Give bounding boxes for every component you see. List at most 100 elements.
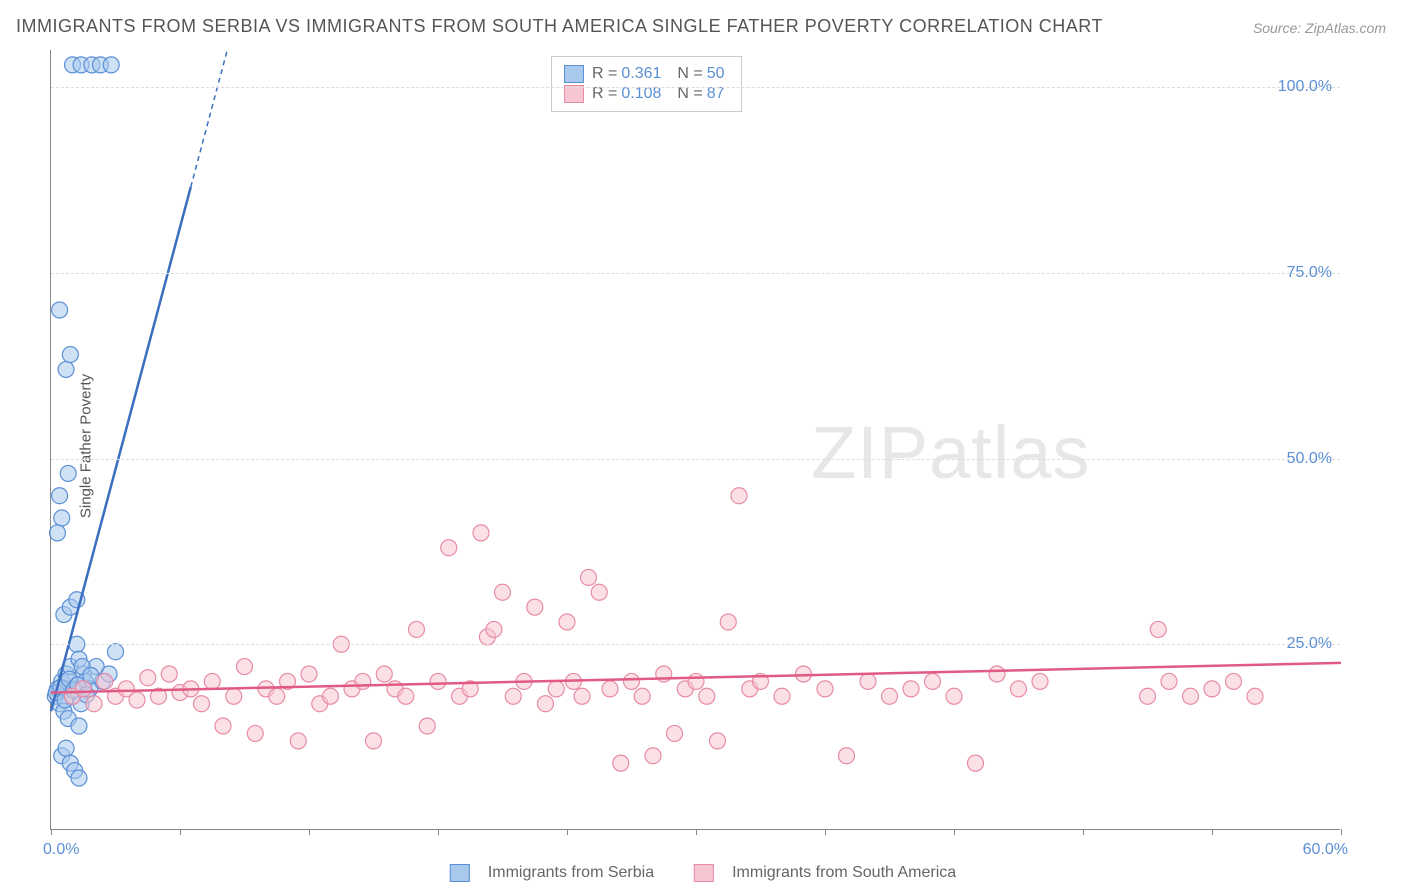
- r-value: 0.361: [621, 65, 661, 83]
- data-point: [58, 361, 74, 377]
- data-point: [430, 673, 446, 689]
- data-point: [667, 725, 683, 741]
- x-tick: [567, 829, 568, 835]
- x-tick: [1083, 829, 1084, 835]
- data-point: [204, 673, 220, 689]
- x-tick-label: 0.0%: [43, 841, 79, 859]
- data-point: [1011, 681, 1027, 697]
- data-point: [591, 584, 607, 600]
- x-tick: [825, 829, 826, 835]
- data-point: [602, 681, 618, 697]
- data-point: [301, 666, 317, 682]
- data-point: [86, 696, 102, 712]
- data-point: [903, 681, 919, 697]
- data-point: [688, 673, 704, 689]
- data-point: [1247, 688, 1263, 704]
- data-point: [247, 725, 263, 741]
- data-point: [237, 659, 253, 675]
- data-point: [161, 666, 177, 682]
- data-point: [634, 688, 650, 704]
- data-point: [538, 696, 554, 712]
- series-label: Immigrants from Serbia: [488, 864, 654, 882]
- data-point: [699, 688, 715, 704]
- x-tick: [1341, 829, 1342, 835]
- data-point: [140, 670, 156, 686]
- data-point: [946, 688, 962, 704]
- data-point: [194, 696, 210, 712]
- data-point: [505, 688, 521, 704]
- data-point: [1226, 673, 1242, 689]
- data-point: [860, 673, 876, 689]
- data-point: [1204, 681, 1220, 697]
- data-point: [269, 688, 285, 704]
- data-point: [1150, 621, 1166, 637]
- data-point: [925, 673, 941, 689]
- trend-line-dashed: [191, 50, 228, 187]
- gridline: [51, 87, 1340, 88]
- data-point: [226, 688, 242, 704]
- data-point: [581, 569, 597, 585]
- data-point: [495, 584, 511, 600]
- chart-svg: [51, 50, 1340, 829]
- data-point: [1161, 673, 1177, 689]
- data-point: [355, 673, 371, 689]
- data-point: [882, 688, 898, 704]
- data-point: [645, 748, 661, 764]
- data-point: [710, 733, 726, 749]
- data-point: [75, 681, 91, 697]
- data-point: [103, 57, 119, 73]
- swatch-icon: [450, 864, 470, 882]
- gridline: [51, 459, 1340, 460]
- data-point: [323, 688, 339, 704]
- data-point: [52, 302, 68, 318]
- x-tick: [954, 829, 955, 835]
- data-point: [574, 688, 590, 704]
- n-label: N =: [677, 65, 702, 83]
- data-point: [1032, 673, 1048, 689]
- x-tick-label: 60.0%: [1303, 841, 1348, 859]
- legend-row-serbia: R = 0.361 N = 50: [564, 65, 729, 83]
- data-point: [376, 666, 392, 682]
- data-point: [419, 718, 435, 734]
- data-point: [58, 740, 74, 756]
- data-point: [548, 681, 564, 697]
- trend-line: [51, 187, 191, 711]
- chart-title: IMMIGRANTS FROM SERBIA VS IMMIGRANTS FRO…: [16, 16, 1103, 37]
- data-point: [129, 692, 145, 708]
- data-point: [97, 673, 113, 689]
- source-label: Source: ZipAtlas.com: [1253, 20, 1386, 36]
- data-point: [1183, 688, 1199, 704]
- data-point: [968, 755, 984, 771]
- data-point: [720, 614, 736, 630]
- data-point: [473, 525, 489, 541]
- data-point: [731, 488, 747, 504]
- data-point: [839, 748, 855, 764]
- swatch-icon: [564, 65, 584, 83]
- data-point: [108, 644, 124, 660]
- x-tick: [1212, 829, 1213, 835]
- y-tick-label: 75.0%: [1287, 264, 1332, 282]
- data-point: [52, 488, 68, 504]
- data-point: [71, 718, 87, 734]
- series-legend: Immigrants from Serbia Immigrants from S…: [450, 864, 956, 882]
- data-point: [409, 621, 425, 637]
- n-value: 50: [707, 65, 725, 83]
- data-point: [290, 733, 306, 749]
- plot-area: ZIPatlas R = 0.361 N = 50 R = 0.108 N = …: [50, 50, 1340, 830]
- data-point: [62, 347, 78, 363]
- data-point: [1140, 688, 1156, 704]
- x-tick: [438, 829, 439, 835]
- data-point: [49, 525, 65, 541]
- correlation-legend: R = 0.361 N = 50 R = 0.108 N = 87: [551, 56, 742, 112]
- x-tick: [696, 829, 697, 835]
- data-point: [366, 733, 382, 749]
- y-tick-label: 50.0%: [1287, 450, 1332, 468]
- data-point: [774, 688, 790, 704]
- swatch-icon: [694, 864, 714, 882]
- data-point: [527, 599, 543, 615]
- data-point: [441, 540, 457, 556]
- series-label: Immigrants from South America: [732, 864, 956, 882]
- y-tick-label: 25.0%: [1287, 635, 1332, 653]
- x-tick: [180, 829, 181, 835]
- gridline: [51, 644, 1340, 645]
